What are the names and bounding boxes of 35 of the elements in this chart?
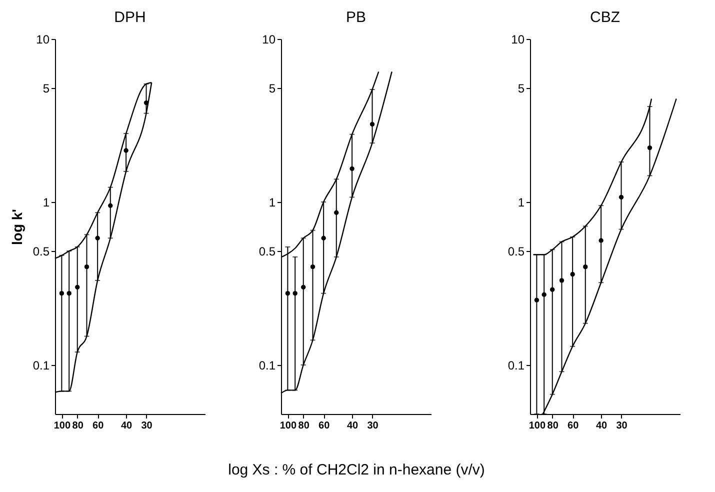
chart-title: DPH bbox=[114, 9, 146, 26]
y-tick-label: 5 bbox=[42, 82, 50, 96]
y-tick-label: 0.1 bbox=[508, 358, 525, 372]
y-tick-label: 5 bbox=[518, 82, 525, 96]
x-tick-label: 100 bbox=[280, 420, 297, 432]
x-tick-label: 60 bbox=[318, 420, 330, 432]
x-tick-label: 80 bbox=[72, 420, 84, 432]
y-tick-label: 1 bbox=[268, 195, 276, 210]
y-tick-label: 1 bbox=[518, 195, 525, 210]
y-tick-label: 10 bbox=[36, 32, 50, 46]
x-axis-title: log Xs : % of CH2Cl2 in n-hexane (v/v) bbox=[228, 462, 485, 478]
x-tick-label: 80 bbox=[298, 420, 310, 432]
x-tick-label: 40 bbox=[346, 420, 359, 432]
y-tick-label: 1 bbox=[42, 195, 50, 210]
y-tick-label: 0.1 bbox=[258, 358, 276, 372]
x-tick-label: 60 bbox=[568, 420, 580, 432]
chart-title: CBZ bbox=[590, 9, 620, 26]
x-tick-label: 100 bbox=[54, 420, 71, 432]
x-tick-label: 80 bbox=[547, 420, 559, 432]
x-tick-label: 100 bbox=[528, 420, 546, 432]
y-axis-title: log k' bbox=[8, 209, 25, 245]
x-tick-label: 40 bbox=[596, 420, 608, 432]
x-tick-label: 30 bbox=[616, 420, 628, 432]
x-tick-label: 40 bbox=[120, 420, 133, 432]
y-tick-label: 5 bbox=[268, 82, 276, 96]
chart-title: PB bbox=[346, 9, 366, 26]
y-tick-label: 0.5 bbox=[32, 244, 50, 259]
x-tick-label: 30 bbox=[141, 420, 153, 432]
y-tick-label: 0.1 bbox=[32, 358, 50, 372]
y-tick-label: 10 bbox=[511, 32, 525, 46]
y-tick-label: 0.5 bbox=[508, 244, 525, 259]
x-tick-label: 60 bbox=[92, 420, 104, 432]
y-tick-label: 0.5 bbox=[258, 244, 276, 259]
y-tick-label: 10 bbox=[262, 32, 276, 46]
x-tick-label: 30 bbox=[367, 420, 379, 432]
